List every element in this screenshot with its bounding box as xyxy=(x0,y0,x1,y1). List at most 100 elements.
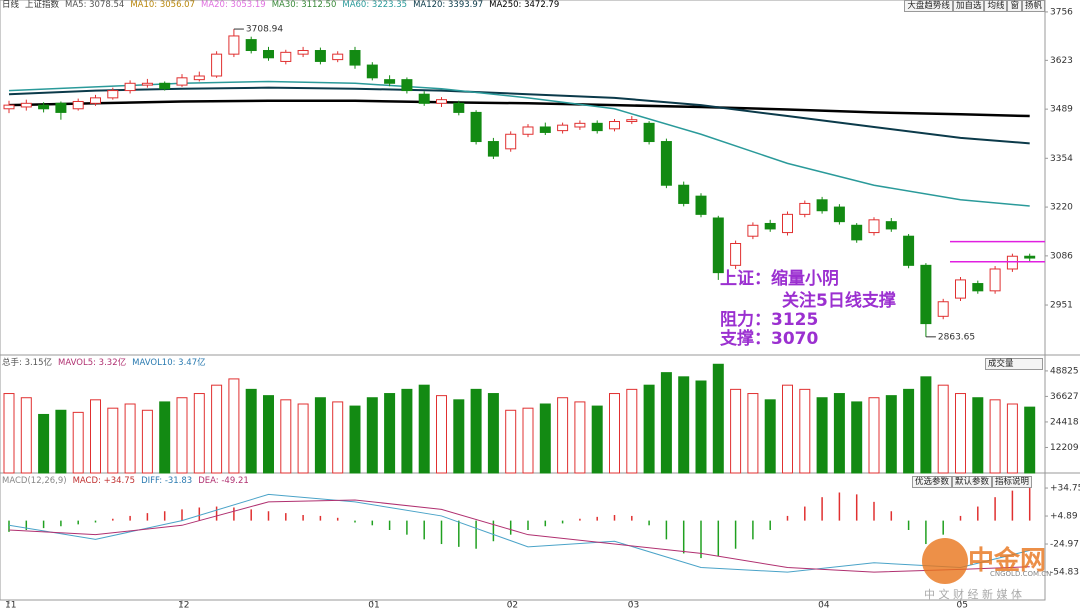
line xyxy=(8,99,1030,118)
volume-bar xyxy=(851,401,863,474)
candle-body xyxy=(799,202,811,215)
y-tick-label: 3756 xyxy=(1050,7,1073,17)
volume-bar xyxy=(557,397,569,474)
selector[interactable]: 成交量 xyxy=(985,358,1043,370)
macd-value: MACD(12,26,9) xyxy=(2,476,67,486)
volume-bar xyxy=(591,405,603,474)
comment: 支撑：3070 xyxy=(720,329,819,349)
volume-bar xyxy=(20,397,32,474)
volume-bar xyxy=(505,409,517,474)
y-tick-label: 2951 xyxy=(1050,301,1073,311)
volume-bar xyxy=(574,401,586,474)
volume-bar xyxy=(955,393,966,474)
button[interactable]: 均线 xyxy=(984,0,1008,12)
candle-body xyxy=(989,268,1001,292)
y-tick-label: 3623 xyxy=(1050,56,1073,66)
comment: 上证：缩量小阴 xyxy=(720,269,839,289)
button[interactable]: 扬帆 xyxy=(1021,0,1045,12)
candle-body xyxy=(3,104,15,110)
button[interactable]: 大盘趋势线 xyxy=(904,0,953,12)
volume-bar xyxy=(263,395,274,474)
volume-bar xyxy=(55,409,67,474)
logo-mark xyxy=(922,538,968,584)
volume-bar xyxy=(678,376,690,474)
line xyxy=(8,493,1030,573)
volume-bar xyxy=(695,380,707,474)
candle-body xyxy=(660,141,672,186)
candle-body xyxy=(418,93,430,104)
ma-value: MA20: 3053.19 xyxy=(201,0,266,10)
button[interactable]: 窗 xyxy=(1007,0,1022,12)
y-tick-label: 3354 xyxy=(1050,154,1073,164)
y-tick-label: 24418 xyxy=(1050,417,1079,427)
candle-body xyxy=(1006,255,1018,270)
low-label: 2863.65 xyxy=(938,332,975,342)
volume-bar xyxy=(989,399,1001,474)
button[interactable]: 指标说明 xyxy=(992,476,1033,488)
y-tick-label: -24.97 xyxy=(1050,540,1079,550)
candle-body xyxy=(730,242,742,266)
candle-body xyxy=(539,126,551,133)
x-tick-label: 05 xyxy=(957,601,968,610)
candle-body xyxy=(20,102,32,108)
volume-bar xyxy=(833,393,845,474)
y-tick-label: +4.89 xyxy=(1050,512,1078,522)
macd-buttons: 优选参数 默认参数 指标说明 xyxy=(912,476,1033,488)
volume-value: 总手: 3.15亿 xyxy=(2,358,52,368)
volume-bar xyxy=(660,372,672,474)
candle-body xyxy=(816,199,828,212)
volume-bar xyxy=(643,384,655,474)
candle-body xyxy=(211,53,223,77)
logo-name: 中金网 xyxy=(968,546,1047,576)
volume-bar xyxy=(193,393,205,474)
candle-body xyxy=(747,224,759,237)
candle-body xyxy=(263,50,274,59)
volume-bar xyxy=(159,401,171,474)
volume-bar xyxy=(712,363,724,474)
volume-bar xyxy=(245,388,257,474)
button[interactable]: 加自选 xyxy=(952,0,985,12)
button[interactable]: 默认参数 xyxy=(952,476,993,488)
volume-bar xyxy=(297,403,309,474)
candle-body xyxy=(141,82,153,86)
y-tick-label: 12209 xyxy=(1050,443,1079,453)
volume-bar xyxy=(418,384,430,474)
macd-value: MACD: +34.75 xyxy=(72,476,136,486)
candle-body xyxy=(38,104,50,110)
candle-body xyxy=(487,141,499,157)
volume-bar xyxy=(868,397,880,474)
button[interactable]: 优选参数 xyxy=(912,476,953,488)
y-tick-label: +34.75 xyxy=(1050,484,1080,494)
candle-body xyxy=(401,79,413,92)
volume-bar xyxy=(903,388,915,474)
ma-value: MA120: 3393.97 xyxy=(413,0,484,10)
volume-bar xyxy=(38,413,50,474)
macd-value: DEA: -49.21 xyxy=(198,476,249,486)
candle-body xyxy=(505,133,517,150)
y-tick-label: 3220 xyxy=(1050,203,1073,213)
ma-value: MA60: 3223.35 xyxy=(342,0,408,10)
candle-body xyxy=(470,111,482,143)
high-label: 3708.94 xyxy=(246,25,283,35)
ma-value: MA5: 3078.54 xyxy=(65,0,125,10)
volume-bar xyxy=(401,388,413,474)
indicator-selector: 成交量 xyxy=(985,358,1043,370)
volume-bar xyxy=(176,397,188,474)
top-buttons: 大盘趋势线 加自选 均线窗扬帆 xyxy=(904,0,1045,12)
volume-bar xyxy=(816,397,828,474)
volume-bar xyxy=(920,376,932,474)
candle-body xyxy=(955,279,966,299)
volume-value: MAVOL10: 3.47亿 xyxy=(132,358,206,368)
volume-bar xyxy=(747,393,759,474)
main-header: 日线 上证指数 MA5: 3078.54 MA10: 3056.07 MA20: 3… xyxy=(2,0,559,11)
volume-bar xyxy=(141,409,153,474)
candle-body xyxy=(453,102,465,113)
line xyxy=(8,499,1030,573)
volume-bar xyxy=(730,388,742,474)
candle-body xyxy=(920,264,932,325)
volume-bar xyxy=(1006,403,1018,474)
volume-bar xyxy=(314,397,326,474)
volume-bar xyxy=(522,407,534,474)
period: 日线 xyxy=(2,0,20,10)
